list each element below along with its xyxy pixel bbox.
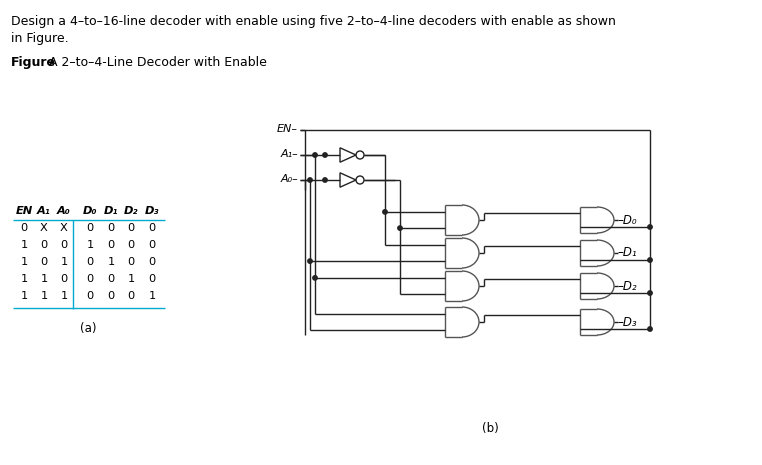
Text: 1: 1 [21,257,27,267]
Circle shape [648,291,652,295]
Text: Figure: Figure [11,56,56,69]
Text: Design a 4–to–16-line decoder with enable using five 2–to–4-line decoders with e: Design a 4–to–16-line decoder with enabl… [11,15,616,28]
Text: in Figure.: in Figure. [11,32,69,45]
Text: 0: 0 [40,257,47,267]
Text: A₀: A₀ [57,206,71,216]
Text: 0: 0 [149,257,155,267]
Text: 0: 0 [127,223,135,233]
Circle shape [648,258,652,262]
Text: 1: 1 [21,274,27,284]
Text: A₁–: A₁– [280,149,298,159]
Text: 0: 0 [127,257,135,267]
Text: 1: 1 [149,291,155,301]
Text: 1: 1 [21,291,27,301]
Text: –D₃: –D₃ [618,315,638,328]
Circle shape [383,210,387,214]
Text: 0: 0 [40,240,47,250]
Circle shape [323,153,327,157]
Text: 0: 0 [107,274,114,284]
Text: 0: 0 [149,223,155,233]
Text: D₀: D₀ [83,206,98,216]
Text: 0: 0 [86,223,94,233]
Text: 1: 1 [60,257,68,267]
Text: 0: 0 [107,291,114,301]
Circle shape [648,225,652,229]
Text: EN–: EN– [277,124,298,134]
Text: 0: 0 [107,223,114,233]
Circle shape [648,327,652,331]
Text: 1: 1 [40,291,47,301]
Text: D₂: D₂ [123,206,138,216]
Circle shape [308,178,312,182]
Text: 0: 0 [149,240,155,250]
Text: 1: 1 [40,274,47,284]
Text: (b): (b) [482,422,498,435]
Text: (a): (a) [80,322,96,335]
Text: EN: EN [15,206,33,216]
Text: –D₂: –D₂ [618,279,638,292]
Text: A₀–: A₀– [280,174,298,184]
Circle shape [323,178,327,182]
Text: 0: 0 [60,274,68,284]
Text: 1: 1 [127,274,135,284]
Text: 0: 0 [21,223,27,233]
Text: 0: 0 [127,291,135,301]
Circle shape [398,226,402,230]
Circle shape [312,276,317,280]
Text: 1: 1 [21,240,27,250]
Text: A 2–to–4-Line Decoder with Enable: A 2–to–4-Line Decoder with Enable [45,56,267,69]
Text: D₁: D₁ [104,206,118,216]
Text: 0: 0 [107,240,114,250]
Circle shape [312,153,317,157]
Text: –D₁: –D₁ [618,246,638,259]
Text: 0: 0 [60,240,68,250]
Text: 1: 1 [60,291,68,301]
Text: X: X [40,223,48,233]
Circle shape [308,259,312,263]
Text: 0: 0 [127,240,135,250]
Text: 0: 0 [86,291,94,301]
Text: –D₀: –D₀ [618,213,638,226]
Text: 0: 0 [86,257,94,267]
Text: 1: 1 [86,240,94,250]
Text: A₁: A₁ [37,206,51,216]
Text: D₃: D₃ [145,206,159,216]
Text: 0: 0 [149,274,155,284]
Text: X: X [60,223,68,233]
Text: 0: 0 [86,274,94,284]
Text: 1: 1 [107,257,114,267]
